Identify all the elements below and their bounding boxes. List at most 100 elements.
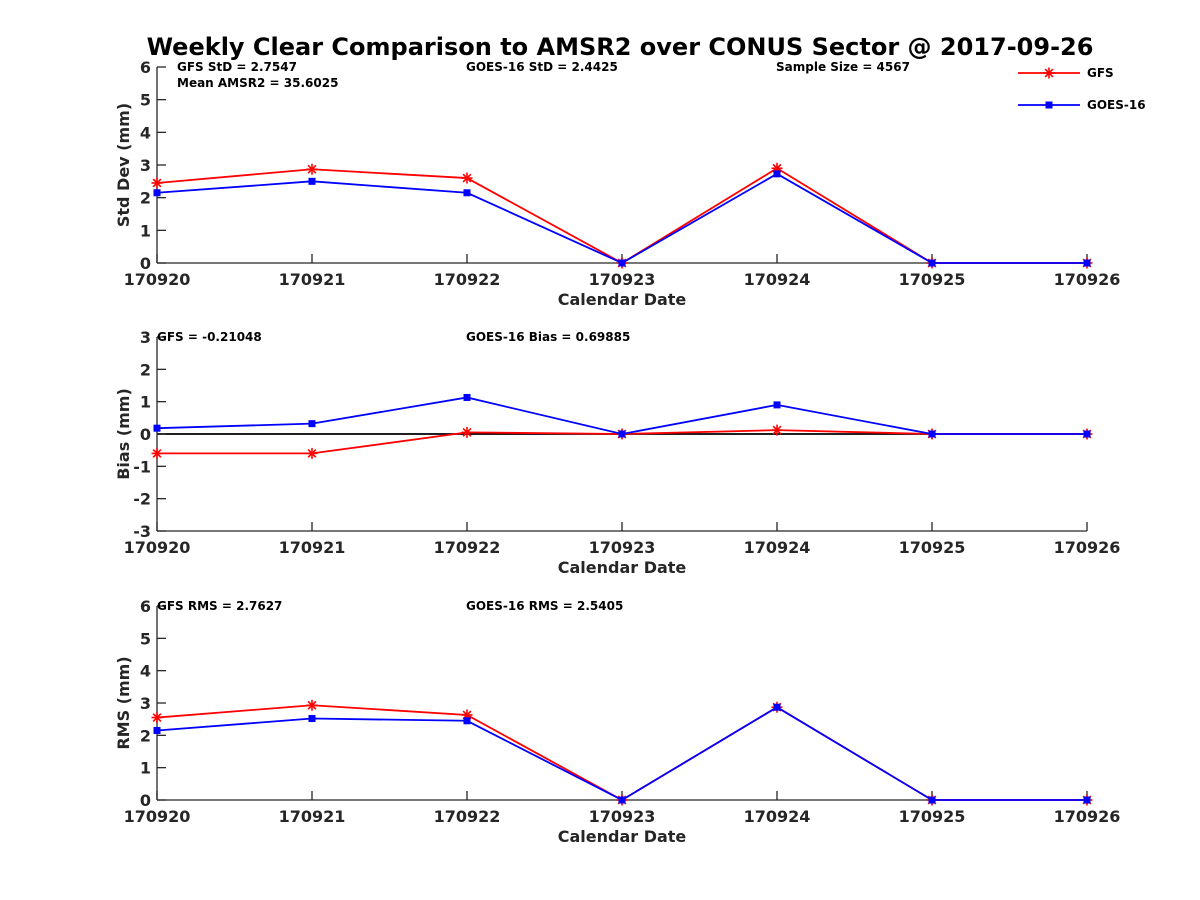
data-point-gfs: [771, 424, 783, 436]
y-tick-label: 4: [140, 123, 151, 142]
x-tick-label: 170925: [899, 538, 966, 557]
data-point-goes16: [618, 430, 626, 438]
x-tick-label: 170925: [899, 270, 966, 289]
x-tick-label: 170920: [124, 538, 191, 557]
data-point-gfs-stroke: [307, 448, 317, 458]
y-tick-label: 1: [140, 221, 151, 240]
x-tick-label: 170924: [744, 270, 811, 289]
data-point-gfs: [306, 447, 318, 459]
data-point-gfs-stroke: [462, 173, 472, 183]
x-tick-label: 170921: [279, 270, 346, 289]
data-point-gfs: [151, 712, 163, 724]
legend-label-goes16: GOES-16: [1087, 98, 1146, 112]
x-tick-label: 170920: [124, 270, 191, 289]
x-axis-label: Calendar Date: [558, 558, 687, 577]
data-point-goes16: [1083, 796, 1091, 804]
x-tick-label: 170923: [589, 807, 656, 826]
x-axis-label: Calendar Date: [558, 827, 687, 846]
y-tick-label: 5: [140, 91, 151, 110]
y-tick-label: -1: [133, 457, 151, 476]
legend: GFS GOES-16: [1018, 66, 1146, 112]
data-point-gfs-stroke: [307, 700, 317, 710]
legend-marker-gfs: [1043, 67, 1055, 79]
y-tick-label: 2: [140, 189, 151, 208]
data-point-gfs: [151, 447, 163, 459]
data-point-goes16: [928, 796, 936, 804]
y-tick-label: 4: [140, 662, 151, 681]
chart-title: Weekly Clear Comparison to AMSR2 over CO…: [147, 33, 1094, 61]
x-tick-label: 170924: [744, 538, 811, 557]
legend-marker-goes16: [1045, 101, 1053, 109]
panels: 0 1 2 3 4 5 6 170920 170921 170922 170923 170924 170…: [114, 58, 1120, 846]
data-point-goes16: [308, 715, 316, 723]
stat-annotation: GOES-16 StD = 2.4425: [466, 60, 618, 74]
data-point-goes16: [1083, 430, 1091, 438]
stat-annotation: GFS = -0.21048: [157, 330, 262, 344]
x-tick-label: 170926: [1054, 270, 1121, 289]
y-tick-label: 3: [140, 156, 151, 175]
y-tick-label: 3: [140, 328, 151, 347]
y-tick-label: 0: [140, 425, 151, 444]
legend-marker-symbol: [1045, 101, 1053, 109]
data-point-goes16: [773, 401, 781, 409]
y-tick-label: 1: [140, 393, 151, 412]
y-tick-label: 2: [140, 360, 151, 379]
data-point-gfs: [306, 699, 318, 711]
x-tick-label: 170922: [434, 270, 501, 289]
y-axis-label: Bias (mm): [114, 388, 133, 480]
y-tick-label: 1: [140, 759, 151, 778]
x-tick-label: 170922: [434, 538, 501, 557]
data-point-goes16: [153, 189, 161, 197]
x-tick-label: 170925: [899, 807, 966, 826]
panel-1: 0 1 2 3 4 5 6 170920 170921 170922 170923 170924 170…: [114, 58, 1120, 309]
y-tick-label: 6: [140, 597, 151, 616]
stat-annotation: Mean AMSR2 = 35.6025: [177, 76, 338, 90]
data-point-goes16: [308, 177, 316, 185]
x-tick-label: 170924: [744, 807, 811, 826]
data-point-goes16: [308, 420, 316, 428]
stat-annotation: GOES-16 RMS = 2.5405: [466, 599, 623, 613]
y-axis-label: Std Dev (mm): [114, 103, 133, 227]
data-point-gfs-stroke: [152, 178, 162, 188]
legend-marker-symbol: [1043, 67, 1055, 79]
stat-annotation: GOES-16 Bias = 0.69885: [466, 330, 630, 344]
data-point-gfs-stroke: [152, 448, 162, 458]
data-point-gfs-stroke: [772, 425, 782, 435]
y-tick-label: -2: [133, 490, 151, 509]
data-point-goes16: [153, 424, 161, 432]
data-point-goes16: [928, 259, 936, 267]
y-tick-label: 0: [140, 254, 151, 273]
legend-label-gfs: GFS: [1087, 66, 1114, 80]
series-line-goes16: [156, 172, 1087, 265]
data-point-goes16: [618, 259, 626, 267]
data-point-goes16: [153, 726, 161, 734]
data-point-goes16: [773, 703, 781, 711]
data-point-gfs: [151, 177, 163, 189]
data-point-goes16: [1083, 259, 1091, 267]
x-tick-label: 170921: [279, 538, 346, 557]
data-point-gfs: [461, 426, 473, 438]
x-tick-label: 170923: [589, 270, 656, 289]
data-point-goes16: [618, 796, 626, 804]
y-tick-label: 2: [140, 726, 151, 745]
y-tick-label: 0: [140, 791, 151, 810]
y-tick-label: -3: [133, 522, 151, 541]
data-point-goes16: [773, 170, 781, 178]
data-point-gfs: [461, 172, 473, 184]
data-point-gfs: [306, 163, 318, 175]
y-tick-label: 3: [140, 694, 151, 713]
panel-3: 0 1 2 3 4 5 6 170920 170921 170922 170923 170924 170…: [114, 597, 1120, 846]
data-point-goes16: [463, 189, 471, 197]
data-point-gfs-stroke: [152, 713, 162, 723]
legend-marker-symbol-stroke: [1044, 68, 1054, 78]
x-tick-label: 170921: [279, 807, 346, 826]
data-point-goes16: [928, 430, 936, 438]
y-tick-label: 6: [140, 58, 151, 77]
stat-annotation: GFS RMS = 2.7627: [157, 599, 282, 613]
y-tick-label: 5: [140, 629, 151, 648]
x-axis-label: Calendar Date: [558, 290, 687, 309]
data-point-gfs-stroke: [462, 427, 472, 437]
panel-2: -3 -2 -1 0 1 2 3 170920 170921 170922 170923 170924…: [114, 328, 1120, 577]
x-tick-label: 170926: [1054, 807, 1121, 826]
